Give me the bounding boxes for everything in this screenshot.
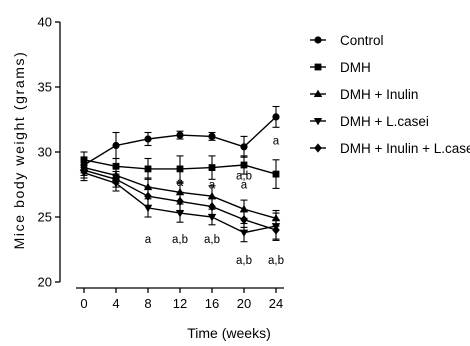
x-tick-label: 4 [112,296,119,311]
legend-marker [314,143,322,153]
legend-item: Control [310,33,384,48]
data-point [240,161,248,169]
x-tick-label: 16 [205,296,219,311]
data-point [272,225,280,235]
data-point [207,214,217,222]
data-point [240,143,248,151]
data-point [176,165,184,173]
annotation-label: a [145,234,152,246]
data-point [208,132,216,140]
annotation-label: a [177,177,184,189]
annotation-label: a [241,180,248,192]
y-tick-label: 20 [38,275,52,290]
data-point [272,170,280,178]
data-point [208,202,216,212]
series-dmh-inulin-l-casei [80,161,280,241]
data-point [272,113,280,121]
legend-item: DMH [310,60,371,75]
data-point [143,204,153,213]
legend-label: DMH + Inulin [340,87,418,102]
x-tick-label: 24 [269,296,283,311]
y-tick-label: 25 [38,210,52,225]
data-point [144,135,152,143]
legend-label: DMH + Inulin + L.casei [340,141,470,156]
y-tick-label: 35 [38,80,52,95]
data-point [175,187,185,196]
legend-item: DMH + Inulin + L.casei [310,141,470,156]
y-tick-label: 30 [38,145,52,160]
data-point [144,191,152,201]
y-tick-label: 40 [38,15,52,30]
x-tick-label: 20 [237,296,251,311]
annotation-label: a,b [268,255,284,267]
annotation-label: a,b [204,234,220,246]
legend-item: DMH + Inulin [310,87,418,102]
series-dmh [80,151,280,189]
x-tick-label: 0 [80,296,87,311]
annotation-label: a,b [236,255,252,267]
annotation-label: a,b [172,234,188,246]
y-axis-title: Mice body weight (grams) [11,51,27,250]
data-point [208,164,216,171]
legend-item: DMH + L.casei [310,114,429,129]
legend-marker [313,118,323,126]
data-point [239,204,249,213]
legend-label: Control [340,33,384,48]
data-point [239,229,249,237]
annotation-label: a,b [236,170,252,182]
legend-marker [314,63,322,71]
legend-label: DMH + L.casei [340,114,429,129]
data-point [112,162,120,170]
data-point [144,165,152,173]
annotation-label: a [209,180,216,192]
annotations: aa a aa,ba a,b a,ba,b a,b [145,135,284,267]
data-point [143,182,153,191]
data-point [175,210,185,218]
legend-marker [313,89,323,97]
legend-label: DMH [340,60,371,75]
legend-marker [314,36,322,44]
data-point [240,215,248,225]
x-axis-title: Time (weeks) [187,325,271,341]
series-layer [79,105,281,243]
x-tick-label: 8 [144,296,151,311]
axes: 20 25 30 35 40 0 4 8 12 16 20 24 [38,15,284,311]
data-point [80,165,88,175]
data-point [176,131,184,139]
data-point [112,174,120,184]
legend: Control DMH DMH + Inulin DMH + L.casei DMH +… [310,33,470,156]
x-tick-label: 12 [173,296,187,311]
data-point [207,191,217,200]
annotation-label: a [273,135,280,147]
data-point [112,141,120,150]
data-point [176,196,184,206]
